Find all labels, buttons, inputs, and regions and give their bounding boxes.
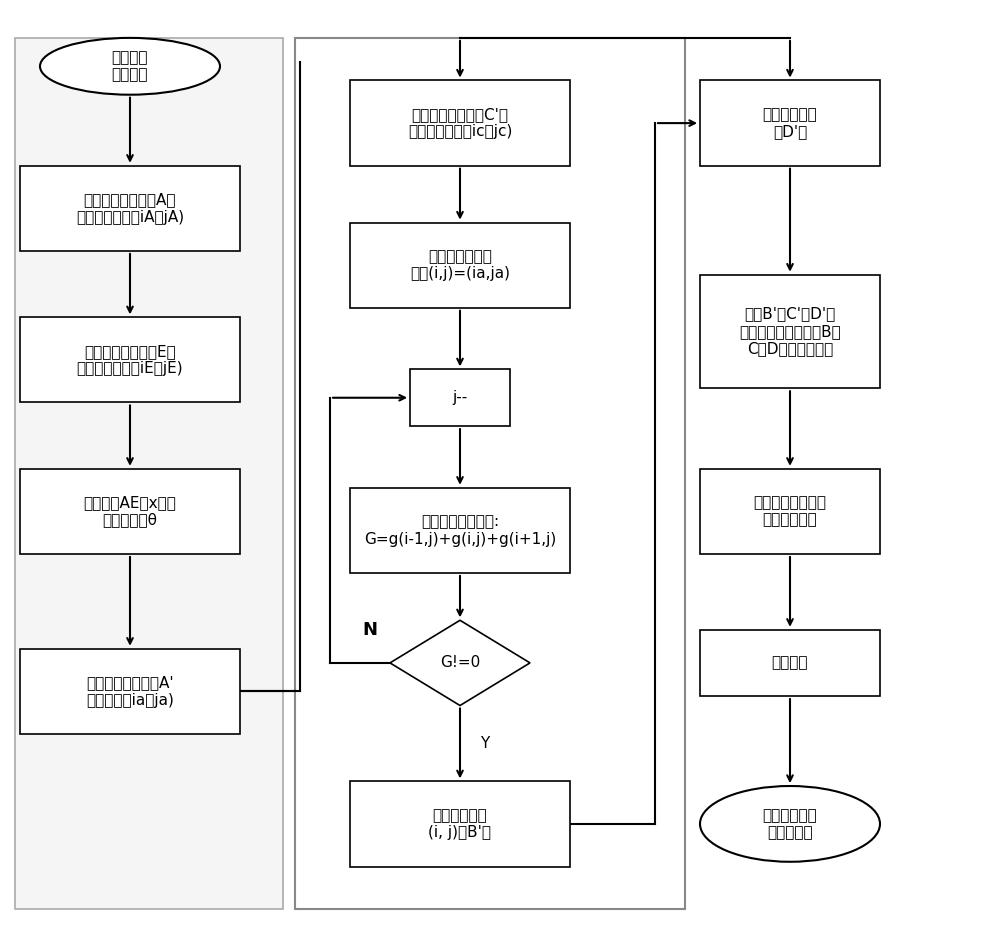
Text: 按列从右向左搜索E点
标记其像素为（iE，jE): 按列从右向左搜索E点 标记其像素为（iE，jE) xyxy=(77,344,183,376)
Text: G!=0: G!=0 xyxy=(440,655,480,670)
Text: 记当前像素点
(i, j)为B'点: 记当前像素点 (i, j)为B'点 xyxy=(428,808,492,840)
FancyBboxPatch shape xyxy=(20,469,240,554)
FancyBboxPatch shape xyxy=(700,630,880,696)
FancyBboxPatch shape xyxy=(20,317,240,402)
Text: 刷新显存: 刷新显存 xyxy=(772,655,808,670)
Text: 函数声明
变量定义: 函数声明 变量定义 xyxy=(112,50,148,82)
Text: 利用最小二乘原理
拟合各段直线: 利用最小二乘原理 拟合各段直线 xyxy=(754,495,826,527)
Text: Y: Y xyxy=(480,736,490,751)
Text: j--: j-- xyxy=(452,390,468,405)
Text: N: N xyxy=(362,621,378,639)
Text: 按列从左向右搜索A点
标记其像素为（iA，jA): 按列从左向右搜索A点 标记其像素为（iA，jA) xyxy=(76,192,184,224)
Text: 根据B'、C'、D'点
像素坐标求原图像中B、
C、D点的像素坐标: 根据B'、C'、D'点 像素坐标求原图像中B、 C、D点的像素坐标 xyxy=(739,307,841,356)
FancyBboxPatch shape xyxy=(20,166,240,251)
Text: 计算直线AE与x轴正
方向的夹角θ: 计算直线AE与x轴正 方向的夹角θ xyxy=(84,495,176,527)
FancyBboxPatch shape xyxy=(700,80,880,166)
Ellipse shape xyxy=(700,786,880,862)
Text: 根据此窗口搜
索D'点: 根据此窗口搜 索D'点 xyxy=(763,107,817,139)
FancyBboxPatch shape xyxy=(295,38,685,909)
FancyBboxPatch shape xyxy=(350,488,570,573)
Text: 按行从下向上搜索C'点
标记其像素为（ic，jc): 按行从下向上搜索C'点 标记其像素为（ic，jc) xyxy=(408,107,512,139)
FancyBboxPatch shape xyxy=(15,38,283,909)
Text: 对模板灰度值求和:
G=g(i-1,j)+g(i,j)+g(i+1,j): 对模板灰度值求和: G=g(i-1,j)+g(i,j)+g(i+1,j) xyxy=(364,514,556,546)
Ellipse shape xyxy=(40,38,220,95)
FancyBboxPatch shape xyxy=(700,469,880,554)
FancyBboxPatch shape xyxy=(700,275,880,388)
Polygon shape xyxy=(390,620,530,706)
FancyBboxPatch shape xyxy=(20,649,240,734)
FancyBboxPatch shape xyxy=(350,80,570,166)
FancyBboxPatch shape xyxy=(350,781,570,867)
Text: 旋转图像，并计算A'
点的像素（ia，ja): 旋转图像，并计算A' 点的像素（ia，ja) xyxy=(86,675,174,707)
Text: 程序结束，进
入下一流程: 程序结束，进 入下一流程 xyxy=(763,808,817,840)
FancyBboxPatch shape xyxy=(350,223,570,308)
FancyBboxPatch shape xyxy=(410,369,510,426)
Text: 定义初始窗口中
心点(i,j)=(ia,ja): 定义初始窗口中 心点(i,j)=(ia,ja) xyxy=(410,249,510,281)
